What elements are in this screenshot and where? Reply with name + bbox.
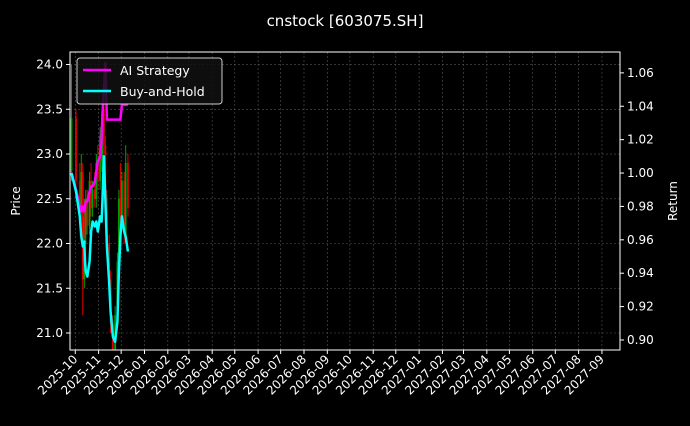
candle-body [86,198,89,226]
candle-body [127,162,129,208]
candle-body [95,162,98,199]
y-left-tick-label: 22.5 [36,192,63,206]
candle-body [75,118,77,181]
candle-body [96,162,99,181]
chart-title: cnstock [603075.SH] [267,12,424,30]
candle-body [88,180,91,226]
candle-body [80,171,83,208]
plot-frame [69,51,621,351]
candle-body [78,180,81,208]
candle-body [108,243,111,280]
candle-body [121,180,123,217]
series-line-buy-and-hold [70,155,130,343]
candle-body [123,180,126,235]
y-left-tick-label: 24.0 [36,58,63,72]
candle-body [93,189,96,199]
legend-box [76,57,223,105]
y-left-tick-label: 21.0 [36,326,63,340]
y-axis-right-label: Return [666,181,680,221]
legend: AI Strategy Buy-and-Hold [76,57,223,105]
candle-body [81,171,84,280]
y-right-tick-label: 0.96 [627,233,654,247]
y-right-tick-label: 0.98 [627,199,654,213]
candle-body [90,180,92,208]
candle-body [124,162,127,235]
legend-label-buy-and-hold: Buy-and-Hold [120,84,205,99]
candle-body [119,198,122,217]
y-right-tick-label: 1.06 [627,66,654,80]
y-left-tick-label: 22.0 [36,237,63,251]
y-right-tick-label: 0.92 [627,300,654,314]
y-right-tick-label: 1.04 [627,99,654,113]
candle-body [91,189,94,208]
candle-body [102,109,105,146]
candle-body [118,198,120,262]
y-right-tick-label: 0.94 [627,266,654,280]
y-left-tick-label: 21.5 [36,281,63,295]
candle-body [70,118,73,172]
legend-label-ai-strategy: AI Strategy [120,63,190,78]
series-line-ai-strategy [70,61,128,213]
y-left-tick-label: 23.5 [36,102,63,116]
return-lines [70,61,130,343]
y-right-tick-label: 0.90 [627,333,654,347]
y-axis-left-label: Price [9,186,23,215]
y-right-tick-label: 1.02 [627,133,654,147]
y-right-tick-label: 1.00 [627,166,654,180]
y-left-tick-label: 23.0 [36,147,63,161]
candle-body [84,198,87,235]
